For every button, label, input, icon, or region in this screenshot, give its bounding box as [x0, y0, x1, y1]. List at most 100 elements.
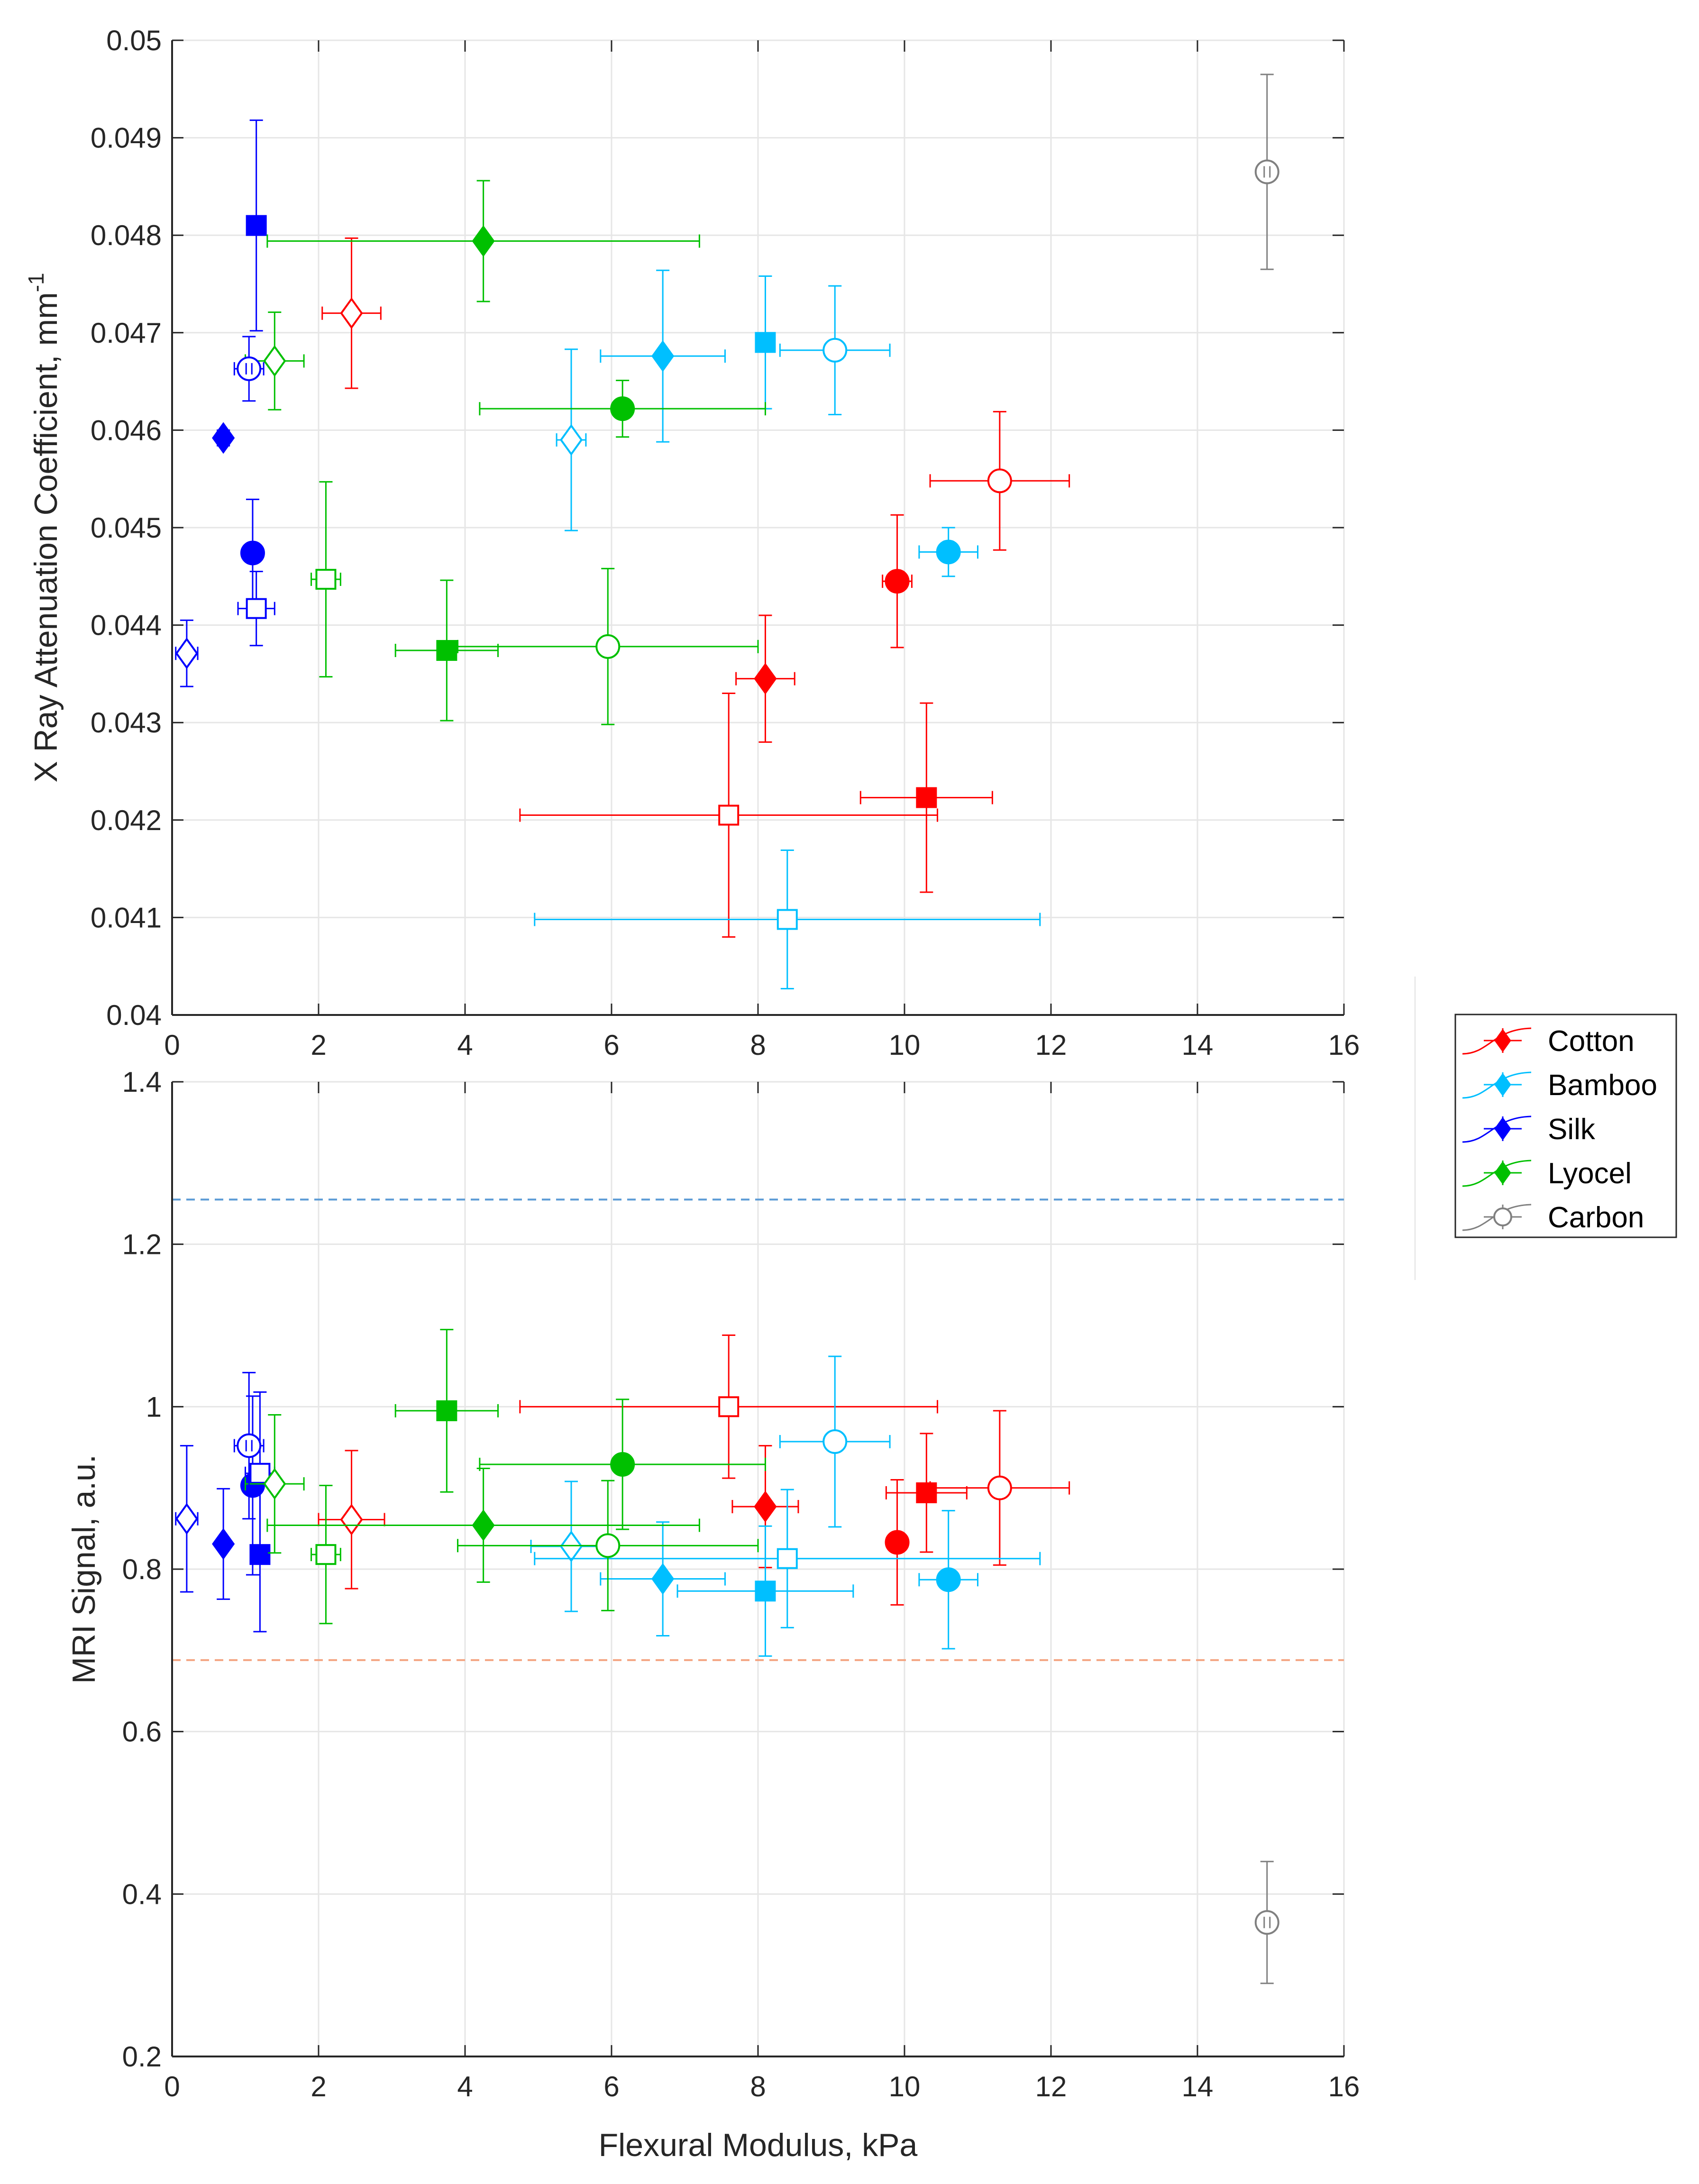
cotton-square-marker — [916, 787, 937, 808]
legend-label: Lyocel — [1548, 1157, 1632, 1190]
mri-reference-lines — [172, 1198, 1344, 1661]
xray-y-tick-label: 0.042 — [91, 804, 162, 836]
silk-circle-ii-marker — [237, 356, 262, 381]
lyocel-circle-marker — [610, 396, 635, 421]
mri-point-bamboo — [534, 1489, 1041, 1628]
mri-x-tick-label: 6 — [603, 2071, 619, 2102]
xray-point-cotton — [929, 411, 1070, 551]
legend-item-silk: Silk — [1462, 1113, 1596, 1146]
xray-y-tick-label: 0.043 — [91, 707, 162, 739]
mri-signal-chart: 0 2 4 6 8 10 12 14 16 0.2 0.4 0.6 0.8 1 1.2 1.4 MRI Sig… — [66, 1066, 1360, 2163]
mri-point-lyocel — [457, 1480, 759, 1611]
xray-point-lyocel — [479, 380, 766, 438]
xray-axes: 0 2 4 6 8 10 12 14 16 0.04 0.041 0.042 0.043 0.044 0.0… — [91, 25, 1360, 1061]
xray-point-silk — [212, 422, 235, 454]
xray-y-tick-label: 0.049 — [91, 122, 162, 154]
xray-point-silk — [237, 571, 275, 647]
mri-y-tick-label: 1.2 — [122, 1229, 162, 1261]
legend-item-cotton: Cotton — [1462, 1025, 1635, 1058]
xray-y-tick-label: 0.04 — [106, 999, 162, 1031]
lyocel-diamond-marker — [263, 1468, 286, 1500]
bamboo-diamond-marker — [651, 340, 675, 372]
legend-box — [1454, 1014, 1677, 1238]
xray-point-silk — [246, 119, 267, 332]
mri-point-cotton — [929, 1410, 1070, 1566]
mri-x-tick-label: 16 — [1328, 2071, 1360, 2102]
xray-x-tick-label: 8 — [750, 1029, 766, 1061]
lyocel-square-marker — [315, 1544, 337, 1565]
xray-y-tick-label: 0.041 — [91, 902, 162, 933]
mri-point-lyocel — [245, 1414, 305, 1554]
mri-x-tick-label: 8 — [750, 2071, 766, 2102]
xray-x-tick-label: 2 — [311, 1029, 326, 1061]
legend: Cotton Bamboo Silk Lyocel Carbon — [1454, 1014, 1677, 1238]
xray-y-axis-label: X Ray Attenuation Coefficient, mm-1 — [24, 273, 64, 782]
mri-x-tick-label: 2 — [311, 2071, 326, 2102]
bamboo-diamond-marker — [559, 1530, 583, 1563]
xray-point-cotton — [859, 702, 993, 893]
mri-y-tick-label: 0.2 — [122, 2041, 162, 2073]
mri-point-bamboo — [676, 1525, 854, 1657]
silk-diamond-marker — [175, 1503, 198, 1535]
legend-item-lyocel: Lyocel — [1462, 1157, 1632, 1190]
mri-y-tick-label: 0.8 — [122, 1553, 162, 1585]
legend-diamond-marker — [1494, 1073, 1511, 1097]
silk-square-marker — [246, 598, 267, 619]
legend-line — [1462, 1204, 1532, 1231]
mri-y-axis-label: MRI Signal, a.u. — [66, 1454, 102, 1684]
bamboo-circle-marker — [822, 1429, 848, 1454]
xray-point-silk — [175, 619, 199, 687]
xray-point-bamboo — [600, 269, 726, 443]
xray-x-tick-label: 14 — [1182, 1029, 1214, 1061]
cotton-diamond-marker — [754, 663, 777, 695]
mri-point-lyocel — [266, 1468, 700, 1583]
lyocel-diamond-marker — [472, 225, 495, 257]
xray-x-tick-label: 0 — [164, 1029, 180, 1061]
xray-point-cotton — [321, 237, 382, 389]
xray-y-tick-label: 0.05 — [106, 25, 162, 56]
xray-grid — [171, 39, 1345, 1016]
bamboo-square-marker — [755, 332, 776, 353]
xray-x-tick-label: 12 — [1035, 1029, 1067, 1061]
lyocel-diamond-marker — [263, 345, 286, 377]
carbon-circle-ii-marker — [1254, 159, 1279, 184]
cotton-diamond-marker — [754, 1490, 777, 1523]
mri-point-bamboo — [918, 1510, 978, 1650]
legend-line — [1462, 1160, 1532, 1187]
lyocel-circle-marker — [595, 1533, 621, 1558]
mri-x-tick-label: 10 — [889, 2071, 921, 2102]
bamboo-square-marker — [776, 909, 798, 930]
mri-point-silk — [212, 1488, 235, 1600]
lyocel-square-marker — [315, 568, 337, 590]
xray-point-cotton — [519, 693, 939, 938]
lyocel-square-marker — [436, 640, 457, 661]
legend-diamond-marker — [1494, 1161, 1511, 1185]
bamboo-circle-marker — [822, 338, 848, 363]
xray-y-tick-label: 0.044 — [91, 610, 162, 641]
cotton-circle-marker — [885, 569, 910, 594]
xray-point-lyocel — [311, 481, 341, 678]
silk-circle-marker — [240, 540, 265, 566]
xray-x-tick-label: 6 — [603, 1029, 619, 1061]
bamboo-circle-marker — [936, 539, 961, 565]
mri-point-cotton — [885, 1433, 968, 1553]
xray-point-bamboo — [556, 348, 587, 531]
bamboo-circle-marker — [936, 1567, 961, 1592]
mri-point-lyocel — [394, 1329, 499, 1493]
silk-diamond-marker — [212, 1528, 235, 1560]
mri-y-tick-label: 0.4 — [122, 1878, 162, 1910]
xray-point-cotton — [882, 514, 913, 649]
mri-y-tick-label: 1 — [146, 1391, 162, 1423]
mri-x-tick-label: 14 — [1182, 2071, 1214, 2102]
xray-y-tick-label: 0.047 — [91, 317, 162, 349]
cotton-diamond-marker — [340, 297, 363, 329]
carbon-circle-ii-marker — [1254, 1910, 1279, 1935]
legend-diamond-marker — [1494, 1029, 1511, 1052]
cotton-circle-marker — [987, 468, 1012, 493]
mri-point-cotton — [519, 1334, 939, 1479]
lyocel-square-marker — [436, 1400, 457, 1421]
legend-label: Silk — [1548, 1113, 1596, 1146]
xray-point-lyocel — [457, 567, 759, 725]
cotton-circle-marker — [885, 1530, 910, 1555]
mri-y-tick-label: 0.6 — [122, 1716, 162, 1748]
